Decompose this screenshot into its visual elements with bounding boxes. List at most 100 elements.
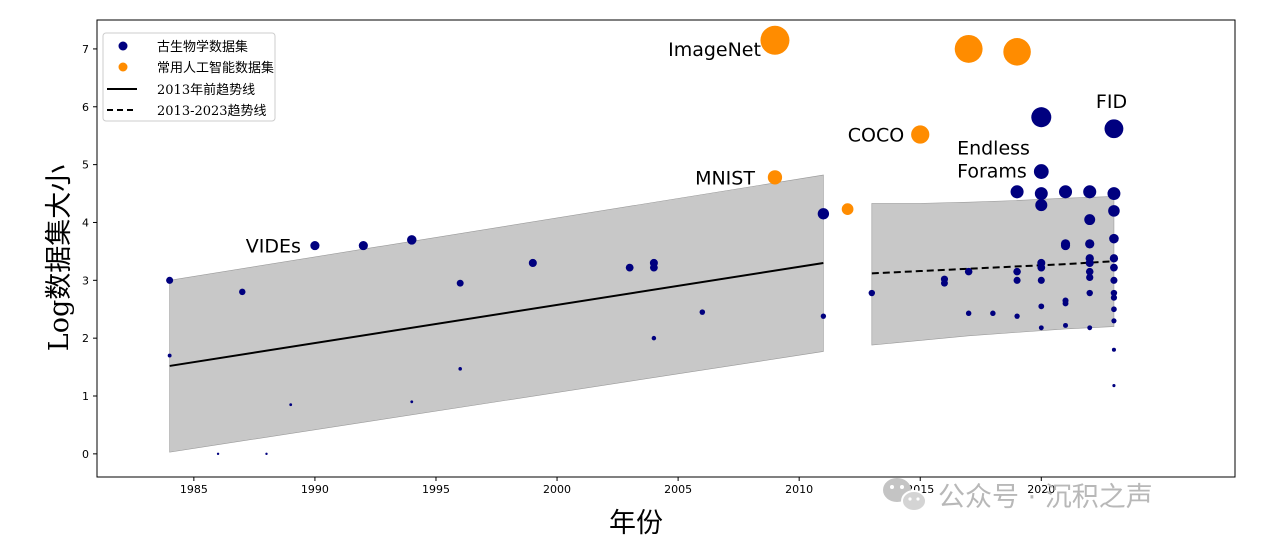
legend-label-paleo: 古生物学数据集	[157, 39, 248, 55]
ai-data-point	[767, 170, 783, 185]
y-tick-label: 4	[82, 216, 89, 229]
trend-line-1	[169, 261, 824, 367]
paleo-data-point	[1110, 276, 1118, 284]
paleo-data-point	[625, 263, 634, 272]
paleo-data-point	[1013, 267, 1021, 276]
paleo-data-point	[817, 208, 830, 220]
ai-data-point	[841, 203, 854, 216]
x-tick-label: 2000	[543, 483, 571, 496]
y-tick-label: 1	[82, 390, 89, 403]
paleo-data-point	[458, 367, 462, 371]
paleo-data-point	[1060, 241, 1071, 251]
y-tick-label: 7	[82, 43, 89, 56]
ai-data-point	[1003, 38, 1031, 66]
paleo-data-point	[651, 335, 657, 341]
x-axis-title: 年份	[609, 508, 663, 539]
paleo-data-point	[239, 288, 246, 296]
trend-lines	[169, 260, 1114, 367]
y-axis-title: Log数据集大小	[44, 165, 75, 351]
y-axis-ticks: 0 1 2 3 4 5 6 7	[82, 43, 97, 461]
paleo-data-point	[990, 310, 996, 317]
trend-line-2	[871, 260, 1114, 275]
paleo-data-point	[1038, 303, 1045, 310]
annotation-label: Forams	[957, 160, 1027, 182]
watermark: 公众号 · 沉积之声	[883, 478, 1153, 513]
paleo-data-point	[1083, 185, 1097, 199]
paleo-data-point	[1062, 300, 1069, 307]
legend-marker-paleo	[118, 41, 128, 51]
paleo-data-point	[1010, 185, 1024, 199]
paleo-data-point	[1014, 313, 1020, 319]
ai-data-point	[954, 34, 983, 63]
paleo-data-point	[1085, 258, 1094, 267]
paleo-data-point	[1034, 187, 1048, 201]
x-tick-label: 1990	[301, 483, 329, 496]
legend-box	[102, 32, 276, 122]
legend-marker-ai	[118, 62, 128, 72]
paleo-data-point	[1038, 325, 1044, 331]
data-points	[166, 25, 1124, 456]
paleo-data-point	[407, 235, 417, 245]
paleo-data-point	[1085, 239, 1095, 249]
paleo-data-point	[1087, 325, 1093, 331]
paleo-data-point	[265, 452, 268, 456]
paleo-data-point	[1084, 214, 1096, 226]
annotation-label: COCO	[848, 125, 904, 147]
annotation-label: Endless	[957, 137, 1030, 159]
x-tick-label: 1985	[180, 483, 208, 496]
paleo-data-point	[1085, 267, 1094, 276]
paleo-data-point	[289, 403, 293, 407]
plot-frame	[96, 19, 1236, 478]
paleo-data-point	[216, 452, 220, 456]
paleo-data-point	[528, 258, 537, 267]
paleo-data-point	[1033, 164, 1049, 179]
annotation-label: FID	[1096, 91, 1127, 113]
x-tick-label: 2020	[1027, 483, 1055, 496]
paleo-data-point	[1110, 289, 1118, 297]
paleo-data-point	[965, 310, 972, 317]
confidence-bands	[169, 174, 1115, 453]
paleo-data-point	[820, 313, 827, 319]
paleo-data-point	[1058, 185, 1073, 199]
y-tick-label: 5	[82, 159, 89, 172]
plot-area	[96, 19, 1236, 478]
paleo-data-point	[456, 279, 464, 287]
paleo-data-point	[1110, 263, 1118, 272]
paleo-data-point	[1063, 322, 1068, 328]
y-tick-label: 3	[82, 274, 89, 287]
paleo-data-point	[1104, 119, 1124, 139]
paleo-data-point	[699, 309, 706, 315]
paleo-data-point	[1107, 187, 1121, 201]
paleo-data-point	[1112, 384, 1116, 388]
paleo-data-point	[964, 267, 973, 276]
y-tick-label: 2	[82, 332, 89, 345]
paleo-data-point	[167, 353, 172, 358]
paleo-data-point	[1109, 254, 1119, 263]
annotation-label: MNIST	[695, 167, 755, 189]
y-tick-label: 6	[82, 101, 89, 114]
paleo-data-point	[1110, 294, 1118, 301]
ai-data-point	[760, 25, 790, 55]
paleo-data-point	[1031, 107, 1052, 128]
paleo-data-point	[1086, 289, 1093, 297]
paleo-data-point	[1111, 318, 1117, 324]
legend-label-trend-pre: 2013年前趋势线	[157, 82, 255, 98]
paleo-data-point	[1013, 276, 1021, 284]
x-tick-label: 1995	[422, 483, 450, 496]
paleo-data-point	[940, 279, 948, 287]
paleo-data-point	[310, 241, 320, 251]
paleo-data-point	[1111, 306, 1117, 313]
paleo-data-point	[1035, 199, 1048, 212]
x-tick-label: 2005	[664, 483, 692, 496]
y-tick-label: 0	[82, 448, 89, 461]
paleo-data-point	[868, 289, 876, 297]
paleo-data-point	[1108, 205, 1120, 217]
paleo-data-point	[1037, 263, 1046, 272]
paleo-data-point	[410, 400, 414, 404]
watermark-text: 公众号 · 沉积之声	[938, 482, 1153, 513]
paleo-data-point	[1111, 347, 1116, 352]
annotation-label: VIDEs	[246, 236, 301, 258]
paleo-data-point	[649, 263, 658, 272]
